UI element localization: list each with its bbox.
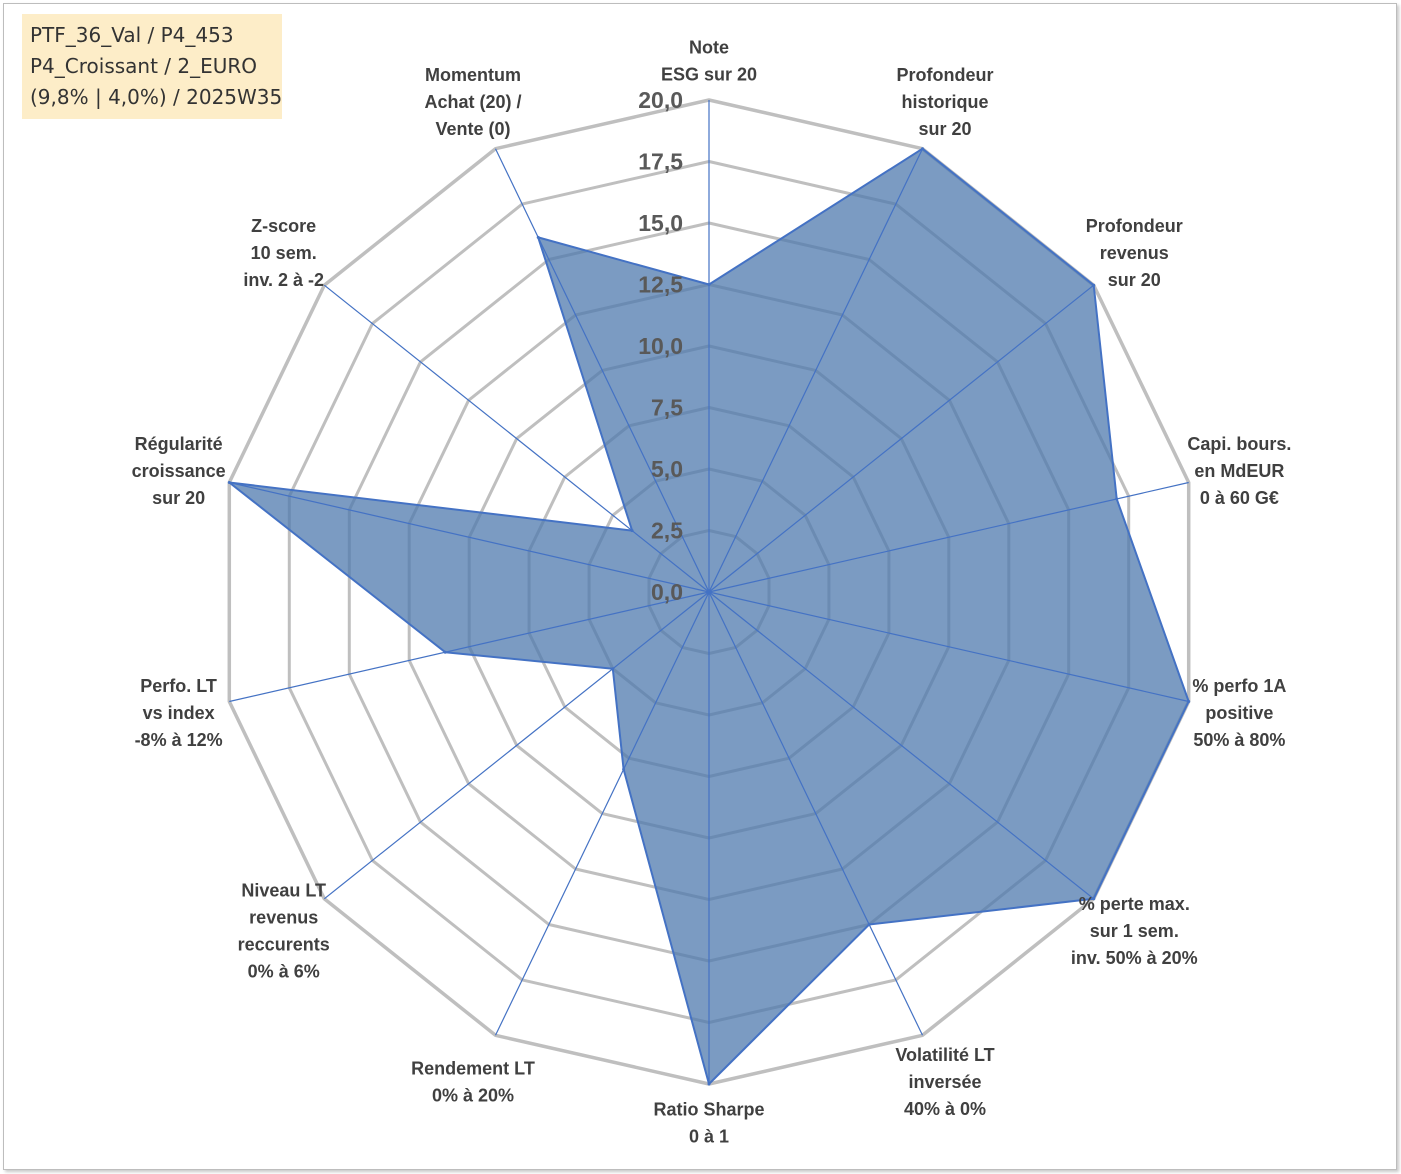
tick-label: 10,0 xyxy=(638,333,683,359)
axis-label-line: sur 1 sem. xyxy=(1090,921,1179,941)
axis-label-line: 0% à 20% xyxy=(432,1086,514,1106)
axis-label: Rendement LT 0% à 20% xyxy=(411,1059,535,1106)
info-line-performance: (9,8% | 4,0%) / 2025W35 xyxy=(30,85,283,109)
axis-label-line: reccurents xyxy=(238,935,330,955)
axis-label-line: sur 20 xyxy=(1108,270,1161,290)
axis-label-line: revenus xyxy=(1100,243,1169,263)
axis-label-line: inversée xyxy=(908,1072,981,1092)
axis-spoke xyxy=(708,591,1095,900)
axis-label: Perfo. LT vs index -8% à 12% xyxy=(135,676,223,750)
axis-label: Volatilité LT inversée 40% à 0% xyxy=(895,1045,994,1119)
axis-label-line: Ratio Sharpe xyxy=(653,1100,764,1120)
axis-spoke xyxy=(708,591,1189,703)
axis-spoke xyxy=(708,591,924,1036)
axis-label-line: Note xyxy=(689,38,729,58)
axis-label-line: Profondeur xyxy=(1086,216,1183,236)
tick-label: 7,5 xyxy=(651,395,683,421)
radar-spokes xyxy=(227,100,1191,1086)
data-point xyxy=(630,529,634,533)
axis-label-line: Vente (0) xyxy=(435,119,510,139)
axis-label-line: Achat (20) / xyxy=(424,92,521,112)
axis-label-line: Profondeur xyxy=(897,65,994,85)
axis-spoke xyxy=(494,148,710,593)
axis-label-line: 10 sem. xyxy=(251,243,317,263)
axis-label-line: sur 20 xyxy=(152,488,205,508)
axis-label-line: % perfo 1A xyxy=(1192,676,1286,696)
axis-label-line: Capi. bours. xyxy=(1187,434,1291,454)
axis-label-line: Niveau LT xyxy=(241,881,326,901)
axis-spoke xyxy=(708,481,1189,593)
data-point xyxy=(707,1082,711,1086)
info-line-strategy: P4_Croissant / 2_EURO xyxy=(30,54,258,78)
axis-label-line: -8% à 12% xyxy=(135,730,223,750)
tick-label: 2,5 xyxy=(651,518,683,544)
axis-label-line: 0 à 60 G€ xyxy=(1200,488,1279,508)
data-point xyxy=(707,283,711,286)
axis-label-line: historique xyxy=(901,92,988,112)
tick-label: 20,0 xyxy=(638,87,683,113)
axis-label: Niveau LT revenus reccurents 0% à 6% xyxy=(238,881,330,982)
axis-spoke xyxy=(708,148,924,593)
axis-label: % perte max. sur 1 sem. inv. 50% à 20% xyxy=(1071,894,1198,968)
radar-axis-labels: Note ESG sur 20 Profondeur historique sur 20… xyxy=(132,38,1292,1147)
axis-label-line: 50% à 80% xyxy=(1193,730,1285,750)
data-point xyxy=(921,147,924,151)
data-point xyxy=(443,650,447,654)
axis-label: % perfo 1A positive 50% à 80% xyxy=(1192,676,1286,750)
axis-label-line: 40% à 0% xyxy=(904,1099,986,1119)
tick-label: 17,5 xyxy=(638,149,683,175)
axis-spoke xyxy=(708,284,1095,593)
data-point xyxy=(622,767,626,771)
info-line-portfolio: PTF_36_Val / P4_453 xyxy=(30,23,234,47)
axis-spoke xyxy=(323,591,710,900)
axis-label-line: 0% à 6% xyxy=(248,962,320,982)
tick-label: 12,5 xyxy=(638,272,683,298)
axis-label: Capi. bours. en MdEUR 0 à 60 G€ xyxy=(1187,434,1291,508)
axis-label-line: en MdEUR xyxy=(1194,461,1284,481)
axis-spoke xyxy=(323,284,710,593)
data-point xyxy=(1115,497,1119,501)
axis-label-line: Perfo. LT xyxy=(140,676,217,696)
axis-label-line: vs index xyxy=(143,703,215,723)
axis-label: Z-score 10 sem. inv. 2 à -2 xyxy=(243,216,324,290)
axis-label-line: % perte max. xyxy=(1079,894,1190,914)
axis-label-line: Régularité xyxy=(135,434,223,454)
data-point xyxy=(1187,700,1191,703)
axis-label-line: Volatilité LT xyxy=(895,1045,994,1065)
data-point xyxy=(611,667,615,671)
data-point xyxy=(227,481,231,484)
tick-label: 0,0 xyxy=(651,579,683,605)
axis-label: Note ESG sur 20 xyxy=(661,38,757,85)
axis-label: Régularité croissance sur 20 xyxy=(132,434,226,508)
axis-label-line: Z-score xyxy=(251,216,316,236)
radar-tick-labels: 0,0 2,5 5,0 7,5 10,0 12,5 15,0 17,5 20,0 xyxy=(638,87,683,605)
data-point xyxy=(536,235,540,239)
axis-label: Profondeur revenus sur 20 xyxy=(1086,216,1183,290)
axis-label-line: croissance xyxy=(132,461,226,481)
axis-spoke xyxy=(229,591,710,703)
data-point xyxy=(867,923,871,926)
axis-label-line: ESG sur 20 xyxy=(661,65,757,85)
axis-label-line: 0 à 1 xyxy=(689,1127,729,1147)
axis-label: Momentum Achat (20) / Vente (0) xyxy=(424,65,521,139)
data-point xyxy=(1092,283,1096,287)
axis-label-line: Momentum xyxy=(425,65,521,85)
axis-label-line: sur 20 xyxy=(918,119,971,139)
axis-label-line: inv. 2 à -2 xyxy=(243,270,324,290)
axis-label-line: Rendement LT xyxy=(411,1059,535,1079)
axis-label-line: positive xyxy=(1205,703,1273,723)
axis-label-line: revenus xyxy=(249,908,318,928)
axis-label: Ratio Sharpe 0 à 1 xyxy=(653,1100,764,1147)
tick-label: 15,0 xyxy=(638,210,683,236)
axis-label: Profondeur historique sur 20 xyxy=(897,65,994,139)
axis-label-line: inv. 50% à 20% xyxy=(1071,948,1198,968)
portfolio-info-box: PTF_36_Val / P4_453 P4_Croissant / 2_EUR… xyxy=(22,14,282,119)
data-point xyxy=(1092,897,1096,901)
tick-label: 5,0 xyxy=(651,456,683,482)
axis-spoke xyxy=(229,481,710,593)
axis-spoke xyxy=(494,591,710,1036)
